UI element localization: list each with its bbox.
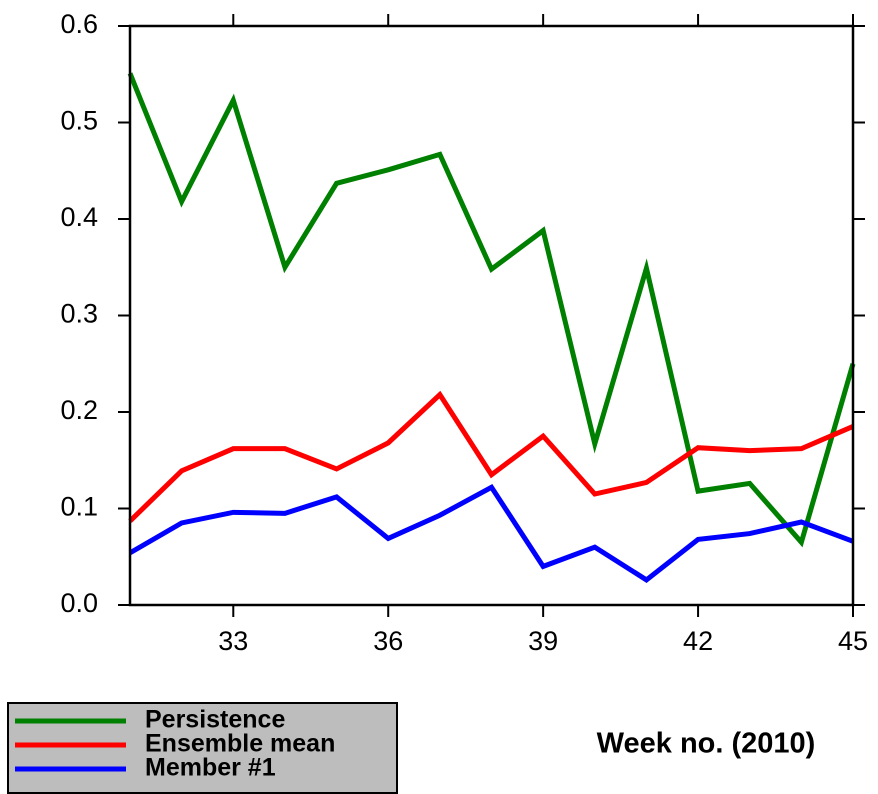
y-tick-label: 0.1 (60, 492, 98, 522)
x-tick-label: 33 (218, 626, 248, 656)
y-tick-label: 0.6 (60, 9, 98, 39)
series-line (127, 72, 856, 548)
series-line (128, 483, 854, 583)
legend-label: Persistence (145, 706, 285, 734)
legend-box (7, 702, 398, 794)
y-tick-label: 0.3 (60, 299, 98, 329)
x-tick-label: 39 (528, 626, 558, 656)
x-axis-label: Week no. (2010) (597, 728, 816, 760)
series-line (128, 390, 854, 523)
x-tick-label: 45 (838, 626, 868, 656)
y-tick-label: 0.2 (60, 395, 98, 425)
x-tick-label: 42 (683, 626, 713, 656)
y-tick-label: 0.0 (60, 588, 98, 618)
plot-frame (128, 24, 855, 607)
legend-label: Member #1 (145, 754, 276, 782)
x-tick-label: 36 (373, 626, 403, 656)
y-tick-label: 0.5 (60, 106, 98, 136)
y-tick-label: 0.4 (60, 202, 98, 232)
legend-label: Ensemble mean (145, 730, 335, 758)
